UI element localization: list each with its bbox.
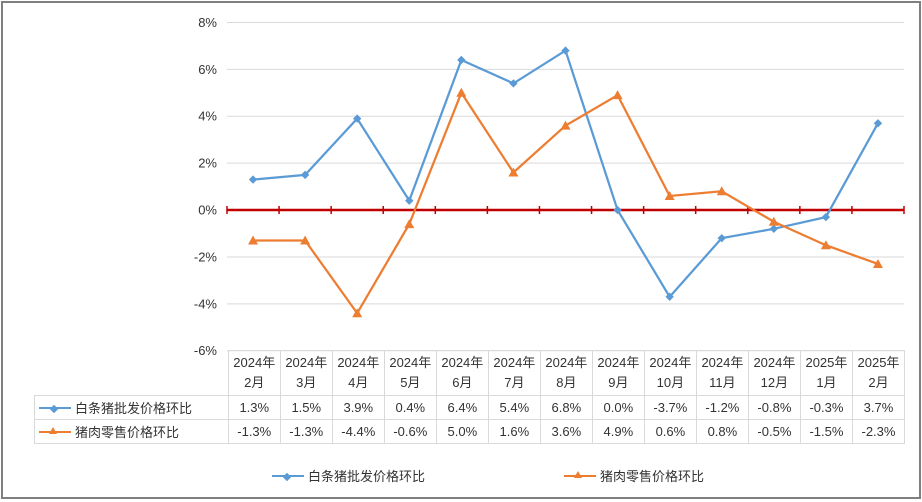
svg-text:8%: 8% xyxy=(198,15,217,30)
svg-text:-4%: -4% xyxy=(194,296,218,311)
svg-text:-2%: -2% xyxy=(194,249,218,264)
svg-text:2%: 2% xyxy=(198,156,217,171)
svg-text:4%: 4% xyxy=(198,109,217,124)
svg-text:0%: 0% xyxy=(198,203,217,218)
svg-text:6%: 6% xyxy=(198,62,217,77)
